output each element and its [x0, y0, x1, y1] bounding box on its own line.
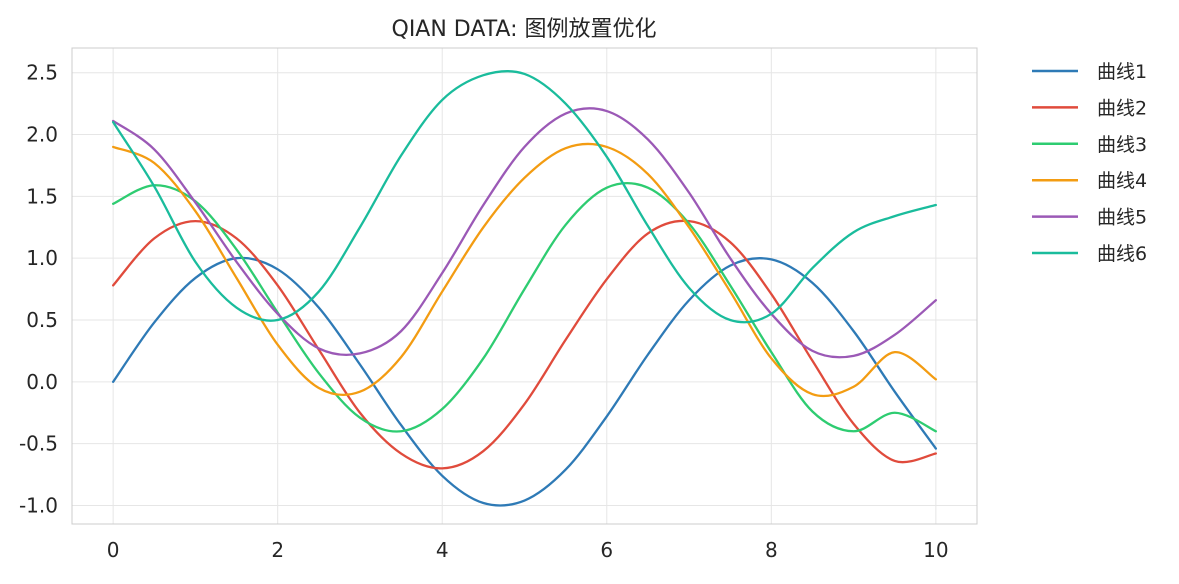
- x-tick-label: 0: [107, 538, 120, 562]
- series-line-1: [111, 256, 938, 507]
- y-tick-label: 1.5: [26, 184, 58, 208]
- y-axis: -1.0 -0.5 0.0 0.5 1.0 1.5 2.0 2.5: [19, 61, 58, 518]
- chart-title: QIAN DATA: 图例放置优化: [392, 17, 657, 42]
- legend-label: 曲线1: [1097, 61, 1147, 83]
- y-tick-label: 1.0: [26, 246, 58, 270]
- series-line-5: [111, 107, 938, 359]
- y-tick-label: 0.0: [26, 370, 58, 394]
- legend-label: 曲线6: [1097, 243, 1147, 265]
- x-tick-label: 10: [923, 538, 948, 562]
- y-tick-label: -0.5: [19, 432, 58, 456]
- x-tick-label: 4: [436, 538, 449, 562]
- series-layer: [111, 69, 938, 507]
- x-axis: 0 2 4 6 8 10: [107, 538, 949, 562]
- y-tick-label: 2.0: [26, 123, 58, 147]
- legend: 曲线1 曲线2 曲线3 曲线4 曲线5 曲线6: [1032, 61, 1147, 265]
- y-tick-label: -1.0: [19, 493, 58, 517]
- y-tick-label: 0.5: [26, 308, 58, 332]
- legend-label: 曲线4: [1097, 170, 1147, 192]
- series-line-4: [111, 142, 938, 398]
- x-tick-label: 8: [765, 538, 778, 562]
- series-line-3: [111, 182, 938, 433]
- legend-label: 曲线5: [1097, 207, 1147, 229]
- legend-label: 曲线3: [1097, 134, 1147, 156]
- series-line-6: [111, 69, 938, 324]
- y-tick-label: 2.5: [26, 61, 58, 85]
- legend-label: 曲线2: [1097, 97, 1147, 119]
- plot-frame: [71, 47, 978, 525]
- x-tick-label: 6: [600, 538, 613, 562]
- x-tick-label: 2: [271, 538, 284, 562]
- grid-lines: [72, 48, 977, 524]
